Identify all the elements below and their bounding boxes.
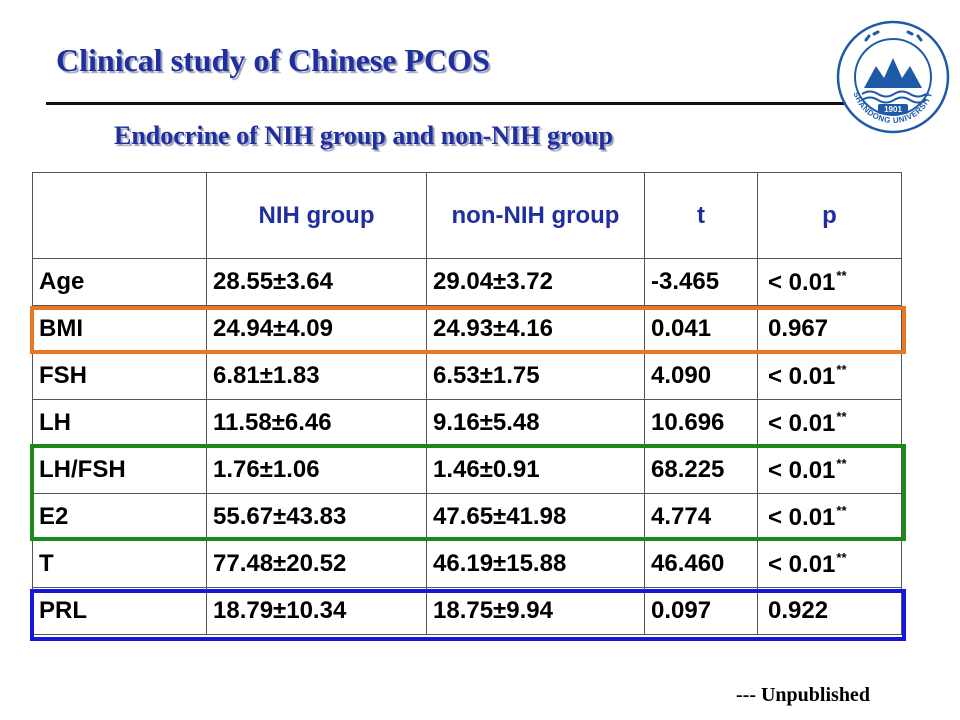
row-label-cell: LH <box>32 399 207 447</box>
p-value-cell: < 0.01** <box>757 258 902 306</box>
highlight-prl <box>30 589 906 641</box>
unpublished-note: --- Unpublished <box>736 684 870 706</box>
t-value-cell: 46.460 <box>644 540 758 588</box>
table-row: LH/FSH 1.76±1.06 1.46±0.91 68.225 < 0.01** <box>32 446 902 494</box>
p-value-text: < 0.01 <box>768 409 836 437</box>
significance-marker: ** <box>836 549 847 565</box>
endocrine-comparison-table: NIH group non-NIH group t p Age 28.55±3.6… <box>32 172 902 635</box>
p-value-text: 0.967 <box>768 315 829 342</box>
non-nih-value-cell: 6.53±1.75 <box>426 352 645 400</box>
shandong-university-logo-icon: 1901 SHANDONG UNIVERSITY <box>836 20 950 134</box>
highlight-bmi <box>30 306 906 354</box>
row-label-cell: T <box>32 540 207 588</box>
nih-value-cell: 55.67±43.83 <box>206 493 427 541</box>
table-row: LH 11.58±6.46 9.16±5.48 10.696 < 0.01** <box>32 399 902 447</box>
row-label-cell: E2 <box>32 493 207 541</box>
p-value-cell: < 0.01** <box>757 446 902 494</box>
t-value-cell: 0.097 <box>644 587 758 635</box>
table-header-row: NIH group non-NIH group t p <box>32 172 902 259</box>
non-nih-value-cell: 29.04±3.72 <box>426 258 645 306</box>
row-label-cell: BMI <box>32 305 207 353</box>
table-row: FSH 6.81±1.83 6.53±1.75 4.090 < 0.01** <box>32 352 902 400</box>
p-value-cell: < 0.01** <box>757 540 902 588</box>
p-value-text: < 0.01 <box>768 268 836 296</box>
highlight-lhfsh-e2 <box>30 444 906 541</box>
t-value-cell: -3.465 <box>644 258 758 306</box>
p-value-text: < 0.01 <box>768 362 836 390</box>
nih-value-cell: 28.55±3.64 <box>206 258 427 306</box>
title-divider <box>46 102 846 105</box>
p-value-text: < 0.01 <box>768 456 836 484</box>
table-row: PRL 18.79±10.34 18.75±9.94 0.097 0.922 <box>32 587 902 635</box>
p-value-cell: < 0.01** <box>757 493 902 541</box>
p-value-cell: 0.967 <box>757 305 902 353</box>
logo-year: 1901 <box>884 105 902 114</box>
t-value-cell: 10.696 <box>644 399 758 447</box>
p-value-text: 0.922 <box>768 597 829 624</box>
nih-value-cell: 77.48±20.52 <box>206 540 427 588</box>
significance-marker: ** <box>836 455 847 471</box>
header-cell-non-nih-group: non-NIH group <box>426 172 645 259</box>
p-value-cell: < 0.01** <box>757 399 902 447</box>
header-cell-p: p <box>757 172 902 259</box>
header-cell-nih-group: NIH group <box>206 172 427 259</box>
non-nih-value-cell: 47.65±41.98 <box>426 493 645 541</box>
non-nih-value-cell: 1.46±0.91 <box>426 446 645 494</box>
t-value-cell: 4.090 <box>644 352 758 400</box>
significance-marker: ** <box>836 408 847 424</box>
p-value-cell: 0.922 <box>757 587 902 635</box>
non-nih-value-cell: 46.19±15.88 <box>426 540 645 588</box>
table-row: Age 28.55±3.64 29.04±3.72 -3.465 < 0.01** <box>32 258 902 306</box>
t-value-cell: 4.774 <box>644 493 758 541</box>
non-nih-value-cell: 9.16±5.48 <box>426 399 645 447</box>
nih-value-cell: 1.76±1.06 <box>206 446 427 494</box>
row-label-cell: Age <box>32 258 207 306</box>
non-nih-value-cell: 18.75±9.94 <box>426 587 645 635</box>
table-row: E2 55.67±43.83 47.65±41.98 4.774 < 0.01** <box>32 493 902 541</box>
header-cell-empty <box>32 172 207 259</box>
nih-value-cell: 11.58±6.46 <box>206 399 427 447</box>
header-cell-t: t <box>644 172 758 259</box>
significance-marker: ** <box>836 502 847 518</box>
p-value-cell: < 0.01** <box>757 352 902 400</box>
table-row: T 77.48±20.52 46.19±15.88 46.460 < 0.01** <box>32 540 902 588</box>
significance-marker: ** <box>836 267 847 283</box>
table-subtitle: Endocrine of NIH group and non-NIH group <box>114 121 613 150</box>
p-value-text: < 0.01 <box>768 503 836 531</box>
p-value-text: < 0.01 <box>768 550 836 578</box>
nih-value-cell: 24.94±4.09 <box>206 305 427 353</box>
t-value-cell: 68.225 <box>644 446 758 494</box>
significance-marker: ** <box>836 361 847 377</box>
row-label-cell: FSH <box>32 352 207 400</box>
nih-value-cell: 6.81±1.83 <box>206 352 427 400</box>
slide-title: Clinical study of Chinese PCOS <box>56 42 490 78</box>
nih-value-cell: 18.79±10.34 <box>206 587 427 635</box>
